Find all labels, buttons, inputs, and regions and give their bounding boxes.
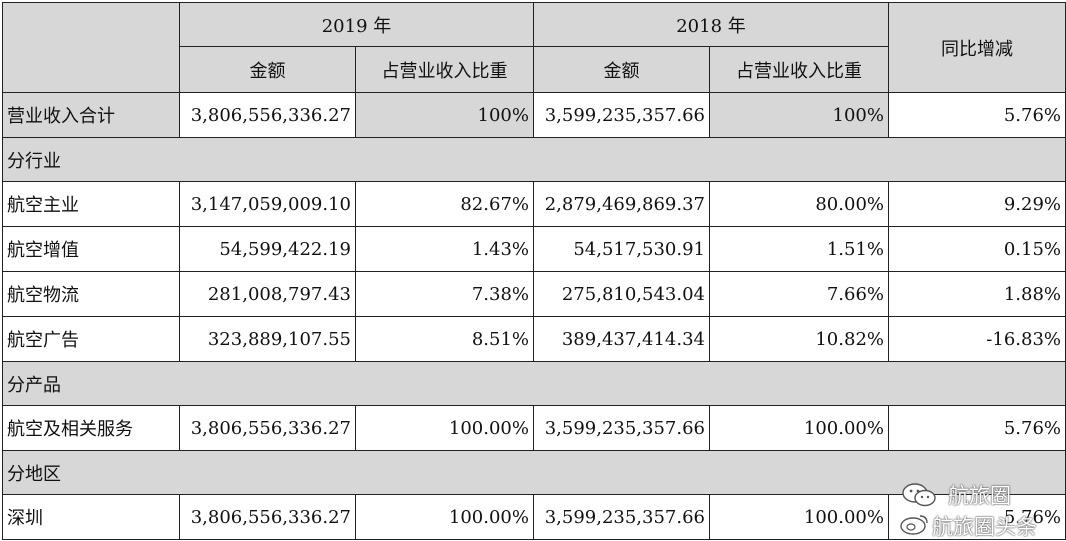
header-corner — [2, 2, 180, 93]
row-label: 航空广告 — [2, 316, 180, 362]
row-label: 营业收入合计 — [2, 92, 180, 138]
yoy-change: -16.83% — [888, 316, 1066, 362]
row-label: 深圳 — [2, 494, 180, 540]
header-amount-2019: 金额 — [179, 46, 356, 93]
amount-2019: 54,599,422.19 — [179, 226, 356, 272]
section-row-product: 分产品 — [2, 361, 1066, 406]
amount-2018: 2,879,469,869.37 — [533, 181, 710, 227]
amount-2019: 3,806,556,336.27 — [179, 494, 356, 540]
table-row: 航空主业 3,147,059,009.10 82.67% 2,879,469,8… — [2, 181, 1066, 227]
share-2018: 100% — [709, 92, 889, 138]
table-row-total: 营业收入合计 3,806,556,336.27 100% 3,599,235,3… — [2, 92, 1066, 138]
share-2018: 100.00% — [709, 494, 889, 540]
share-2018: 1.51% — [709, 226, 889, 272]
row-label: 航空及相关服务 — [2, 405, 180, 451]
yoy-change: 5.76% — [888, 405, 1066, 451]
share-2019: 1.43% — [355, 226, 534, 272]
share-2019: 82.67% — [355, 181, 534, 227]
share-2018: 100.00% — [709, 405, 889, 451]
amount-2018: 54,517,530.91 — [533, 226, 710, 272]
table-row: 航空广告 323,889,107.55 8.51% 389,437,414.34… — [2, 316, 1066, 362]
header-year-2019: 2019 年 — [179, 2, 534, 47]
row-label: 航空主业 — [2, 181, 180, 227]
amount-2018: 3,599,235,357.66 — [533, 494, 710, 540]
amount-2018: 389,437,414.34 — [533, 316, 710, 362]
yoy-change: 9.29% — [888, 181, 1066, 227]
header-share-2019: 占营业收入比重 — [355, 46, 534, 93]
share-2019: 7.38% — [355, 271, 534, 317]
header-row-columns: 金额 占营业收入比重 金额 占营业收入比重 — [3, 46, 1066, 93]
share-2018: 80.00% — [709, 181, 889, 227]
section-label: 分地区 — [2, 450, 1066, 495]
share-2019: 8.51% — [355, 316, 534, 362]
header-share-2018: 占营业收入比重 — [709, 46, 889, 93]
table-row: 深圳 3,806,556,336.27 100.00% 3,599,235,35… — [2, 494, 1066, 540]
section-row-region: 分地区 — [2, 450, 1066, 495]
section-row-industry: 分行业 — [2, 137, 1066, 182]
header-amount-2018: 金额 — [533, 46, 710, 93]
section-label: 分行业 — [2, 137, 1066, 182]
amount-2018: 275,810,543.04 — [533, 271, 710, 317]
amount-2019: 323,889,107.55 — [179, 316, 356, 362]
section-label: 分产品 — [2, 361, 1066, 406]
amount-2019: 3,147,059,009.10 — [179, 181, 356, 227]
table-row: 航空物流 281,008,797.43 7.38% 275,810,543.04… — [2, 271, 1066, 317]
amount-2019: 3,806,556,336.27 — [179, 405, 356, 451]
amount-2019: 281,008,797.43 — [179, 271, 356, 317]
amount-2019: 3,806,556,336.27 — [179, 92, 356, 138]
row-label: 航空物流 — [2, 271, 180, 317]
amount-2018: 3,599,235,357.66 — [533, 405, 710, 451]
header-row-years: 2019 年 2018 年 同比增减 — [2, 2, 1066, 93]
yoy-change: 1.88% — [888, 271, 1066, 317]
yoy-change: 5.76% — [888, 494, 1066, 540]
header-year-2018: 2018 年 — [533, 2, 889, 47]
share-2018: 10.82% — [709, 316, 889, 362]
share-2018: 7.66% — [709, 271, 889, 317]
table-row: 航空及相关服务 3,806,556,336.27 100.00% 3,599,2… — [2, 405, 1066, 451]
yoy-change: 5.76% — [888, 92, 1066, 138]
row-label: 航空增值 — [2, 226, 180, 272]
header-yoy: 同比增减 — [888, 2, 1066, 93]
yoy-change: 0.15% — [888, 226, 1066, 272]
share-2019: 100% — [355, 92, 534, 138]
table-row: 航空增值 54,599,422.19 1.43% 54,517,530.91 1… — [2, 226, 1066, 272]
share-2019: 100.00% — [355, 494, 534, 540]
share-2019: 100.00% — [355, 405, 534, 451]
amount-2018: 3,599,235,357.66 — [533, 92, 710, 138]
